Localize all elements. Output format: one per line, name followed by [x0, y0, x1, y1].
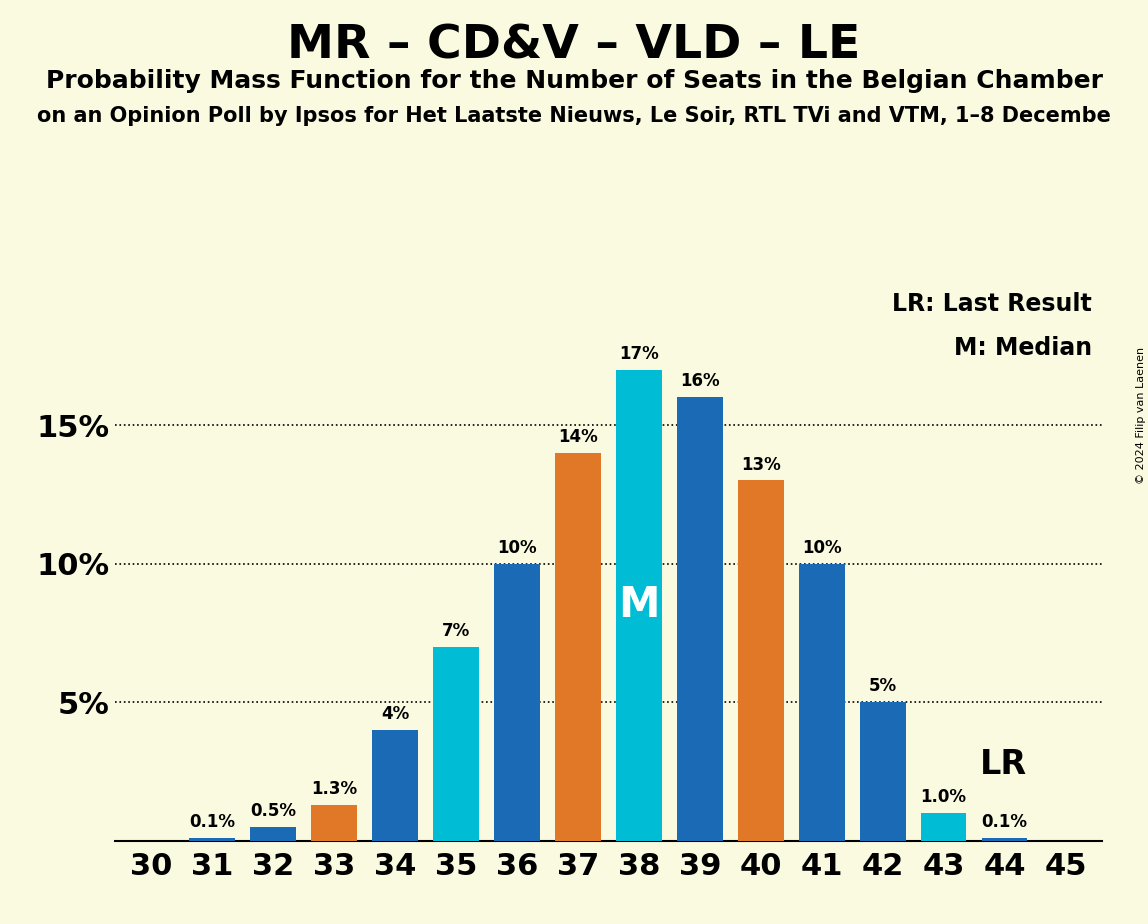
Text: 1.0%: 1.0% [921, 788, 967, 806]
Text: 17%: 17% [619, 345, 659, 363]
Text: 16%: 16% [680, 372, 720, 390]
Bar [677, 397, 723, 841]
Text: on an Opinion Poll by Ipsos for Het Laatste Nieuws, Le Soir, RTL TVi and VTM, 1–: on an Opinion Poll by Ipsos for Het Laat… [37, 106, 1111, 127]
Bar [860, 702, 906, 841]
Text: LR: Last Result: LR: Last Result [892, 292, 1092, 316]
Text: 1.3%: 1.3% [311, 780, 357, 797]
Text: © 2024 Filip van Laenen: © 2024 Filip van Laenen [1135, 347, 1146, 484]
Bar [799, 564, 845, 841]
Bar [494, 564, 540, 841]
Bar [433, 647, 479, 841]
Text: 0.1%: 0.1% [982, 813, 1027, 832]
Text: Probability Mass Function for the Number of Seats in the Belgian Chamber: Probability Mass Function for the Number… [46, 69, 1102, 93]
Bar [921, 813, 967, 841]
Text: 4%: 4% [381, 705, 410, 723]
Text: LR: LR [980, 748, 1027, 781]
Bar [189, 838, 235, 841]
Bar [556, 453, 600, 841]
Text: 5%: 5% [869, 677, 897, 695]
Text: 14%: 14% [558, 428, 598, 446]
Text: 0.1%: 0.1% [189, 813, 235, 832]
Bar [982, 838, 1027, 841]
Text: 13%: 13% [740, 456, 781, 474]
Text: M: Median: M: Median [954, 336, 1092, 360]
Text: 10%: 10% [802, 539, 841, 556]
Bar [616, 370, 661, 841]
Bar [738, 480, 784, 841]
Text: 7%: 7% [442, 622, 471, 639]
Bar [372, 730, 418, 841]
Text: M: M [618, 584, 660, 626]
Bar [311, 805, 357, 841]
Bar [250, 827, 296, 841]
Text: MR – CD&V – VLD – LE: MR – CD&V – VLD – LE [287, 23, 861, 68]
Text: 10%: 10% [497, 539, 537, 556]
Text: 0.5%: 0.5% [250, 802, 296, 821]
